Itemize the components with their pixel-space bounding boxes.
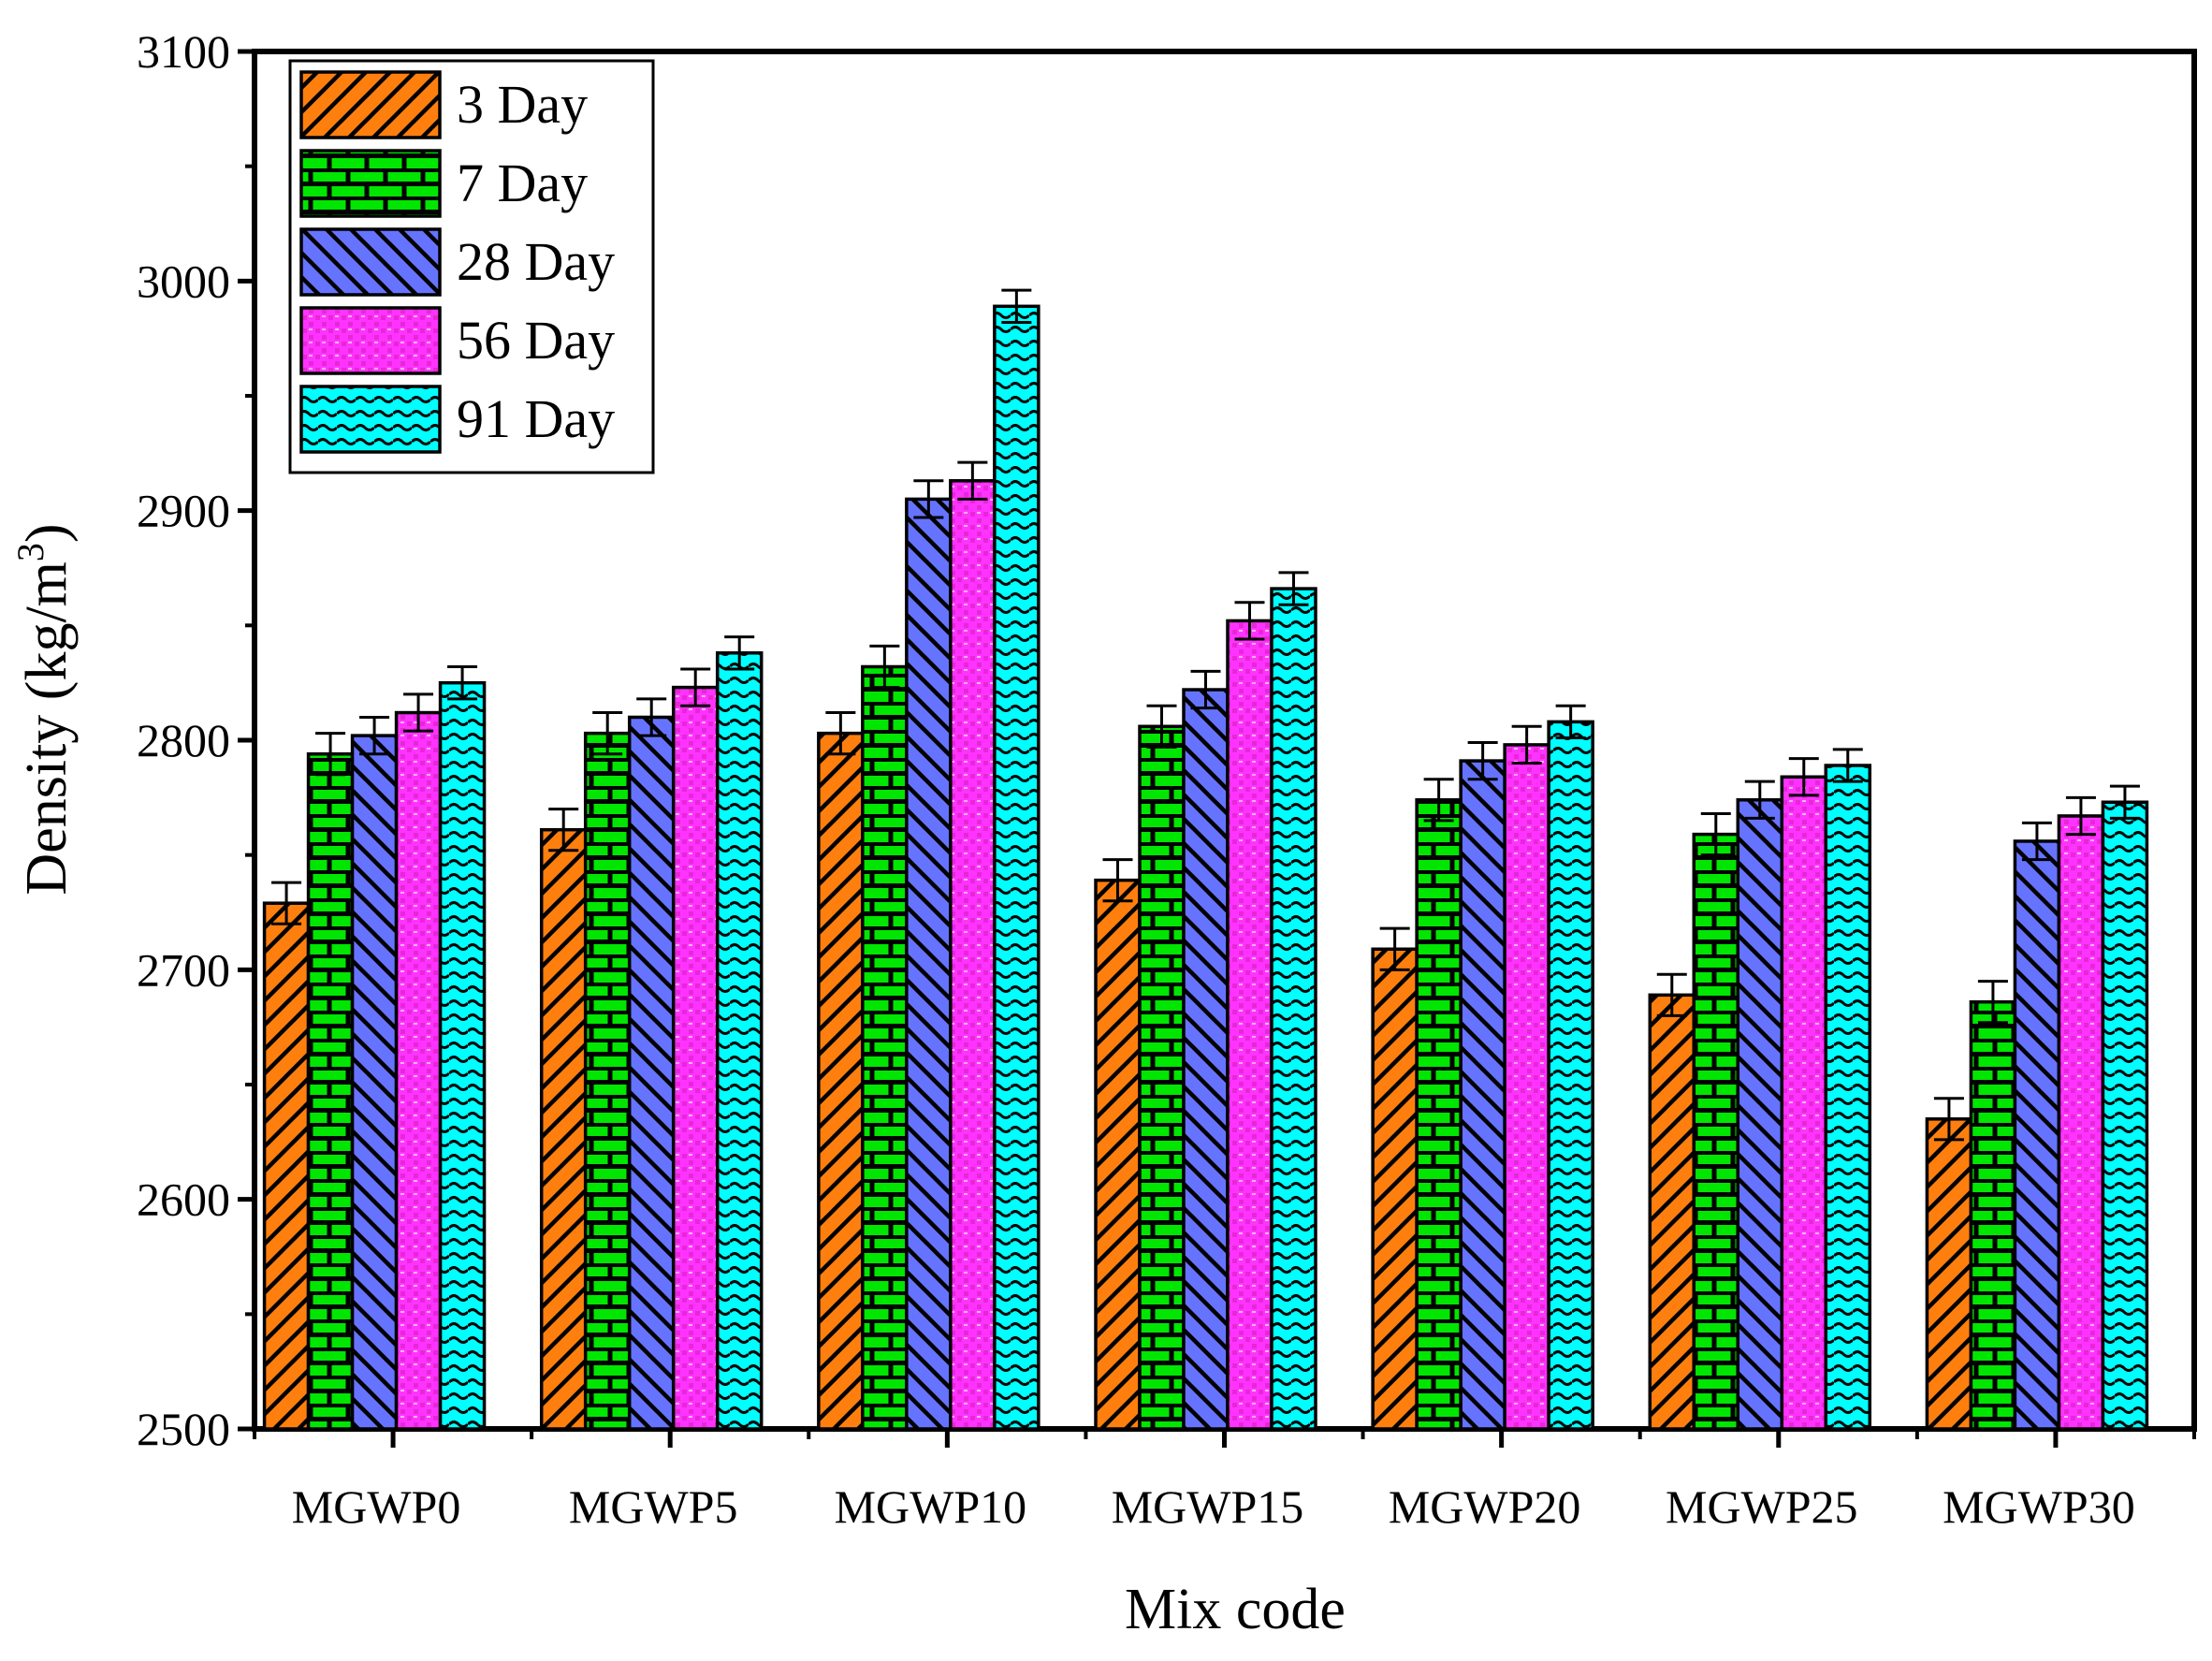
bar-3-day-mgwp30 — [1925, 1117, 1973, 1431]
bar-56-day-mgwp20 — [1503, 743, 1550, 1431]
x-tick-label: MGWP5 — [569, 1480, 738, 1533]
bar-56-day-mgwp25 — [1780, 775, 1828, 1431]
y-axis-title-superscript: 3 — [9, 543, 51, 561]
bar-7-day-mgwp0 — [306, 751, 355, 1431]
y-axis-title-close: ) — [15, 523, 79, 543]
y-tick-label: 2500 — [137, 1403, 230, 1455]
bar-7-day-mgwp25 — [1692, 832, 1740, 1431]
bar-28-day-mgwp5 — [627, 715, 676, 1431]
bar-91-day-mgwp0 — [438, 680, 487, 1431]
bar-series-group — [262, 288, 2149, 1431]
bar-3-day-mgwp25 — [1648, 993, 1696, 1431]
bar-3-day-mgwp15 — [1094, 878, 1142, 1431]
legend-label: 28 Day — [457, 231, 615, 292]
x-tick-label: MGWP25 — [1666, 1480, 1858, 1533]
bar-7-day-mgwp20 — [1415, 798, 1463, 1431]
bar-7-day-mgwp30 — [1969, 999, 2017, 1431]
bar-56-day-mgwp30 — [2057, 814, 2105, 1431]
y-tick-label: 2900 — [137, 485, 230, 537]
bar-28-day-mgwp25 — [1736, 798, 1784, 1431]
legend-label: 56 Day — [457, 310, 615, 371]
bar-56-day-mgwp0 — [394, 710, 443, 1431]
bar-7-day-mgwp5 — [583, 731, 632, 1431]
x-axis-title: Mix code — [1125, 1578, 1346, 1641]
y-tick-label: 2600 — [137, 1173, 230, 1226]
legend-swatch — [299, 149, 442, 218]
bar-91-day-mgwp10 — [993, 304, 1041, 1431]
bar-28-day-mgwp30 — [2013, 839, 2061, 1431]
bar-91-day-mgwp5 — [715, 651, 764, 1431]
y-axis: 2500 2600 2700 2800 2900 3000 3100 — [137, 25, 255, 1455]
legend-swatch — [299, 70, 442, 139]
bar-7-day-mgwp15 — [1138, 724, 1186, 1431]
y-tick-label: 3000 — [137, 255, 230, 307]
bar-28-day-mgwp0 — [350, 734, 399, 1431]
x-tick-label: MGWP0 — [292, 1480, 461, 1533]
bar-3-day-mgwp20 — [1371, 947, 1419, 1431]
bar-56-day-mgwp15 — [1226, 619, 1273, 1431]
x-tick-label: MGWP20 — [1389, 1480, 1581, 1533]
bar-3-day-mgwp5 — [539, 827, 588, 1431]
bar-28-day-mgwp15 — [1182, 688, 1230, 1431]
bar-91-day-mgwp20 — [1547, 720, 1594, 1431]
legend-label: 91 Day — [457, 388, 615, 449]
legend-label: 3 Day — [457, 74, 588, 135]
legend: 3 Day 7 Day 28 Day 56 Day 91 Day — [288, 59, 655, 474]
bar-3-day-mgwp0 — [262, 901, 311, 1431]
legend-swatch — [299, 227, 442, 297]
bar-3-day-mgwp10 — [817, 731, 865, 1431]
y-axis-title-text: Density (kg/m — [15, 561, 79, 895]
bar-7-day-mgwp10 — [861, 664, 909, 1431]
x-tick-label: MGWP15 — [1112, 1480, 1304, 1533]
x-tick-label: MGWP10 — [835, 1480, 1027, 1533]
bar-91-day-mgwp30 — [2101, 800, 2149, 1431]
bar-28-day-mgwp10 — [905, 497, 953, 1431]
legend-label: 7 Day — [457, 153, 588, 213]
y-axis-title: Density (kg/m3) — [9, 523, 79, 895]
x-axis: MGWP0 MGWP5 MGWP10 MGWP15 MGWP20 MGWP25 MGWP30 — [253, 1429, 2196, 1533]
legend-swatch — [299, 385, 442, 454]
bar-91-day-mgwp15 — [1270, 587, 1317, 1431]
x-tick-label: MGWP30 — [1943, 1480, 2135, 1533]
bar-91-day-mgwp25 — [1824, 764, 1872, 1431]
y-tick-label: 2700 — [137, 943, 230, 996]
y-tick-label: 3100 — [137, 25, 230, 78]
legend-swatch — [299, 306, 442, 375]
y-tick-label: 2800 — [137, 714, 230, 766]
bar-56-day-mgwp5 — [671, 685, 720, 1431]
bar-28-day-mgwp20 — [1459, 759, 1506, 1431]
bar-56-day-mgwp10 — [949, 479, 997, 1431]
